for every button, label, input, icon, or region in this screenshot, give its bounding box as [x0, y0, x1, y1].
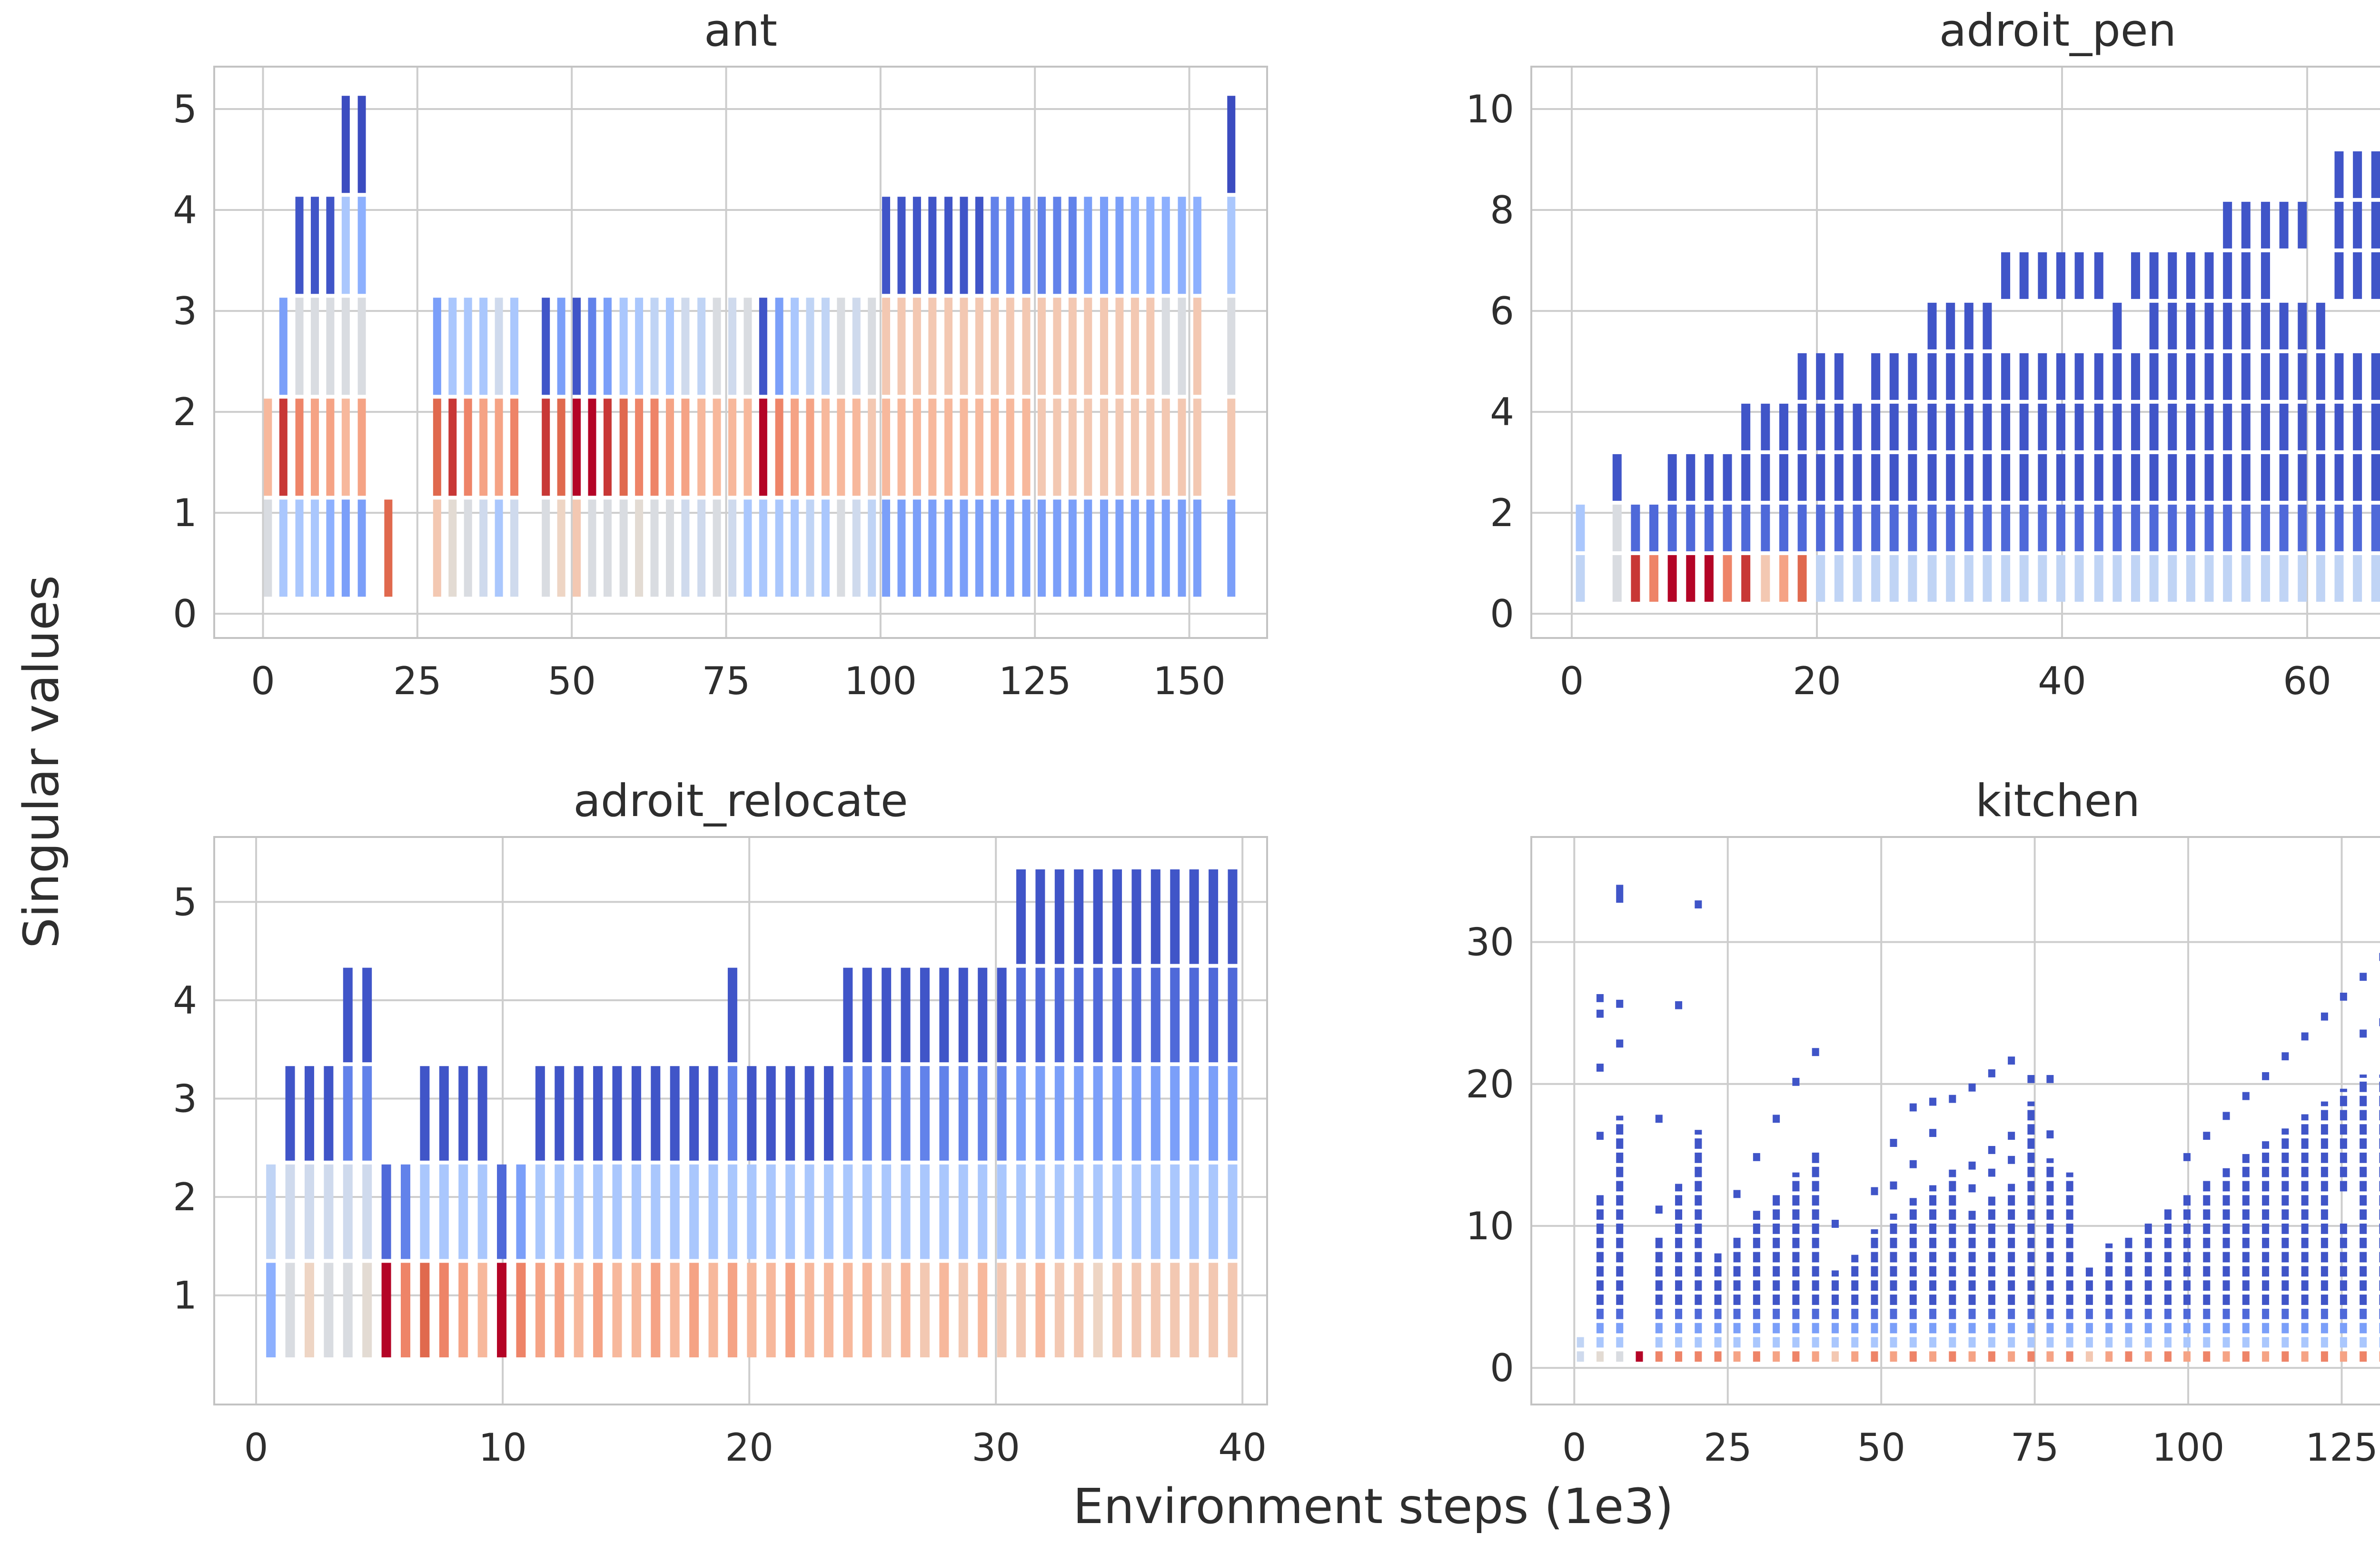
x-tick-label: 0 — [244, 1425, 268, 1470]
shared-y-axis-label: Singular values — [13, 575, 70, 949]
y-tick-label: 5 — [173, 880, 197, 924]
shared-x-axis-label: Environment steps (1e3) — [1072, 1478, 1674, 1535]
x-tick-label: 20 — [725, 1425, 774, 1470]
y-tick-label: 2 — [1490, 491, 1514, 535]
y-tick-label: 4 — [173, 188, 197, 232]
y-tick-label: 1 — [173, 1274, 197, 1318]
x-tick-label: 25 — [1704, 1425, 1752, 1470]
x-tick-label: 0 — [1562, 1425, 1587, 1470]
y-tick-label: 6 — [1490, 289, 1514, 333]
y-tick-label: 1 — [173, 491, 197, 535]
x-tick-label: 40 — [2038, 659, 2086, 703]
x-tick-label: 100 — [844, 659, 917, 703]
y-tick-label: 4 — [1490, 390, 1514, 434]
y-tick-label: 2 — [173, 1175, 197, 1219]
x-tick-label: 25 — [393, 659, 442, 703]
x-tick-label: 150 — [1153, 659, 1226, 703]
y-tick-label: 2 — [173, 390, 197, 434]
x-tick-label: 30 — [972, 1425, 1020, 1470]
x-tick-label: 40 — [1218, 1425, 1267, 1470]
x-tick-label: 125 — [999, 659, 1071, 703]
x-tick-label: 10 — [478, 1425, 527, 1470]
y-tick-label: 30 — [1466, 920, 1514, 965]
x-tick-label: 0 — [251, 659, 275, 703]
x-tick-label: 50 — [1857, 1425, 1905, 1470]
y-tick-label: 4 — [173, 978, 197, 1023]
y-tick-label: 5 — [173, 87, 197, 131]
y-tick-label: 10 — [1466, 87, 1514, 131]
x-tick-label: 20 — [1793, 659, 1841, 703]
x-tick-label: 50 — [547, 659, 596, 703]
subplot-title-adroit-relocate: adroit_relocate — [573, 775, 908, 827]
x-tick-label: 125 — [2305, 1425, 2378, 1470]
y-tick-label: 3 — [173, 1077, 197, 1121]
y-tick-label: 8 — [1490, 188, 1514, 232]
x-tick-label: 0 — [1560, 659, 1584, 703]
x-tick-label: 100 — [2152, 1425, 2225, 1470]
y-tick-label: 0 — [173, 592, 197, 636]
y-tick-label: 10 — [1466, 1204, 1514, 1248]
subplot-title-adroit-pen: adroit_pen — [1939, 5, 2177, 57]
y-tick-label: 20 — [1466, 1062, 1514, 1106]
x-tick-label: 60 — [2283, 659, 2331, 703]
subplot-title-ant: ant — [704, 5, 778, 57]
y-tick-label: 0 — [1490, 592, 1514, 636]
y-tick-label: 0 — [1490, 1346, 1514, 1390]
y-tick-label: 3 — [173, 289, 197, 333]
x-tick-label: 75 — [702, 659, 751, 703]
x-tick-label: 75 — [2011, 1425, 2059, 1470]
subplot-title-kitchen: kitchen — [1975, 775, 2141, 827]
